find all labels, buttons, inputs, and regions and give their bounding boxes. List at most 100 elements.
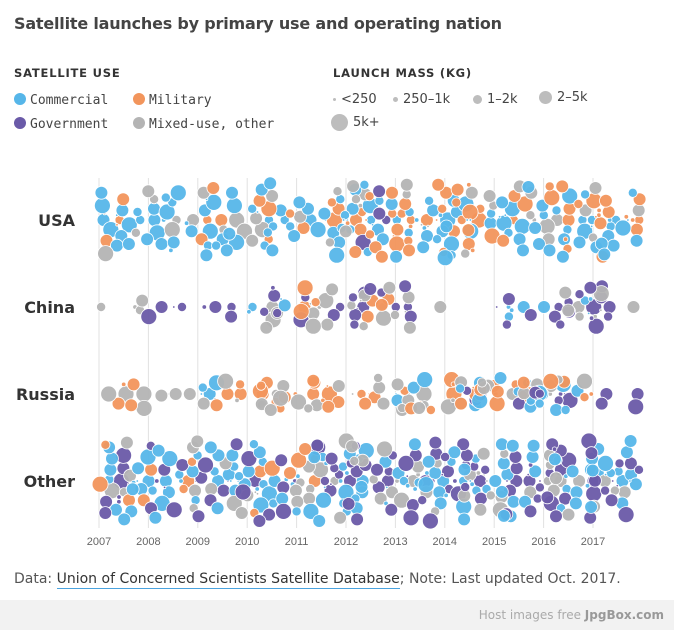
launch-point [628,479,632,483]
data-source-footer: Data: Union of Concerned Scientists Sate… [14,571,621,589]
launch-point [549,403,563,417]
launch-point [115,223,119,227]
launch-point [290,494,305,509]
x-tick-label: 2008 [136,536,160,548]
legend-label: Mixed-use, other [149,117,275,132]
launch-point [324,237,335,248]
legend-mass-2-5k: 2–5k [539,90,588,105]
launch-point [627,398,645,416]
launch-point [229,479,233,483]
launch-point [217,372,235,390]
launch-point [259,320,274,335]
launch-point [561,507,576,522]
launch-point [141,184,156,199]
legend-swatch [133,93,145,105]
launch-point [476,446,491,461]
launch-point [116,494,122,500]
legend-mass-lt250: <250 [333,92,377,107]
launch-point [183,387,197,401]
launch-point [421,454,436,469]
launch-point [304,317,322,335]
launch-point [482,189,497,203]
launch-point [94,197,111,215]
launch-point [473,502,488,517]
launch-point [331,379,346,393]
launch-point [416,240,431,255]
launch-point [346,179,360,193]
launch-point [344,470,350,476]
launch-point [457,512,471,527]
launch-point [382,280,397,295]
launch-point [548,452,562,467]
launch-point [131,461,145,476]
launch-point [573,198,584,209]
launch-point [328,246,346,264]
launch-point [512,232,527,247]
launch-point [222,227,237,241]
launch-point [627,187,638,198]
launch-point [199,248,214,263]
launch-point [451,197,462,208]
launch-point [339,210,350,221]
launch-point [184,224,199,239]
launch-point [125,482,140,497]
launch-point [337,478,344,484]
launch-point [526,438,541,453]
launch-point [526,472,530,477]
launch-point [253,490,258,494]
row-label: China [24,298,75,317]
launch-point [166,235,181,250]
launch-point [158,203,176,221]
launch-point [255,210,260,214]
footer-suffix: ; Note: Last updated Oct. 2017. [399,571,621,587]
launch-point [105,451,119,466]
launch-point [476,377,487,388]
launch-point [555,179,569,194]
launch-point [488,474,503,488]
launch-point [183,220,190,226]
launch-point [350,512,364,527]
launch-point [574,289,585,300]
mass-swatch [331,114,348,131]
legend-swatch [14,93,26,105]
launch-point [503,213,507,217]
launch-point [542,243,557,258]
launch-point [135,399,153,417]
launch-point [561,303,575,318]
launch-point [604,493,619,508]
launch-point [326,197,337,208]
launch-point [502,292,516,306]
launch-point [475,470,482,476]
launch-point [417,476,435,494]
launch-point [220,243,234,258]
launch-point [398,279,412,294]
launch-point [374,298,389,312]
launch-point [124,398,138,413]
launch-point [247,203,258,214]
launch-point [495,305,499,309]
launch-point [460,482,471,493]
launch-point [603,472,608,477]
launch-point [397,454,415,472]
launch-point [528,221,542,235]
legend-swatch [133,117,145,129]
launch-point [465,218,469,222]
launch-point [588,181,603,195]
launch-point [513,217,531,235]
legend-label: Military [149,93,212,108]
launch-point [548,309,562,324]
launch-point [140,308,158,326]
launch-point [233,471,244,482]
launch-point [516,375,531,390]
launch-point [431,178,446,192]
x-tick-label: 2007 [87,536,111,548]
source-link[interactable]: Union of Concerned Scientists Satellite … [56,571,400,589]
launch-point [372,380,387,395]
launch-point [508,450,523,464]
launch-point [483,216,498,231]
credit-brand[interactable]: JpgBox.com [584,608,664,622]
launch-point [375,309,392,327]
launch-point [220,387,235,401]
launch-point [496,234,511,248]
launch-point [197,382,208,393]
